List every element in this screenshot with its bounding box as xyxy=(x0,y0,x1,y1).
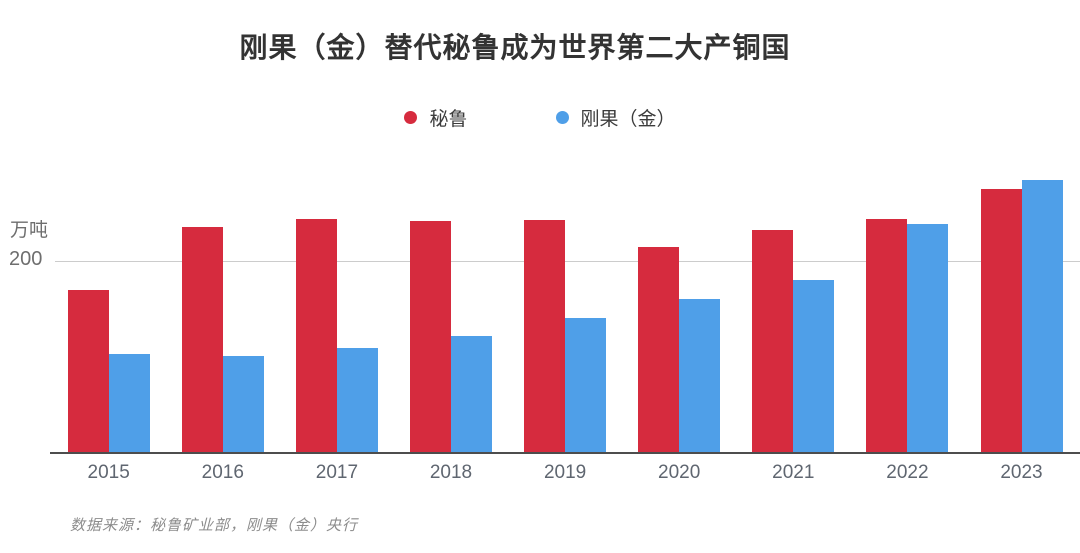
x-axis-label-2016: 2016 xyxy=(201,462,244,483)
x-axis-line xyxy=(50,452,1080,454)
x-axis-label-2023: 2023 xyxy=(1000,462,1043,483)
bar-peru-2020 xyxy=(638,246,680,453)
bar-congo-2018 xyxy=(451,335,492,453)
bar-congo-2019 xyxy=(565,317,607,453)
legend-item-peru: 秘鲁 xyxy=(404,104,468,131)
y-axis-unit-label: 万吨 xyxy=(10,220,49,241)
bar-peru-2015 xyxy=(67,289,109,453)
gridline-200 xyxy=(55,261,1080,262)
chart-title: 刚果（金）替代秘鲁成为世界第二大产铜国 xyxy=(239,32,791,63)
bar-peru-2022 xyxy=(866,218,908,453)
bar-congo-2021 xyxy=(793,280,835,453)
bar-congo-2015 xyxy=(108,354,150,453)
bar-peru-2019 xyxy=(524,219,566,453)
x-axis-label-2020: 2020 xyxy=(658,462,701,483)
bar-congo-2017 xyxy=(336,348,378,453)
legend-label-congo: 刚果（金） xyxy=(580,109,676,130)
bar-congo-2016 xyxy=(222,356,264,453)
legend-item-congo: 刚果（金） xyxy=(555,104,676,131)
legend-label-peru: 秘鲁 xyxy=(429,109,468,130)
bar-congo-2023 xyxy=(1021,180,1063,453)
x-axis-label-2015: 2015 xyxy=(87,462,130,483)
x-axis-label-2017: 2017 xyxy=(315,462,359,483)
bar-peru-2018 xyxy=(410,220,451,453)
x-axis-label-2022: 2022 xyxy=(886,462,929,483)
x-axis-label-2019: 2019 xyxy=(543,462,587,483)
bar-congo-2022 xyxy=(907,223,949,453)
bar-congo-2020 xyxy=(679,299,721,453)
legend: 秘鲁 刚果（金） xyxy=(0,104,1080,131)
bar-peru-2021 xyxy=(752,230,794,453)
bar-peru-2016 xyxy=(181,227,223,453)
data-source-note: 数据来源：秘鲁矿业部，刚果（金）央行 xyxy=(70,517,359,534)
congo-legend-dot-icon xyxy=(555,111,569,124)
x-axis-label-2021: 2021 xyxy=(772,462,815,483)
bar-peru-2023 xyxy=(980,189,1022,453)
x-axis-label-2018: 2018 xyxy=(429,462,473,483)
peru-legend-dot-icon xyxy=(404,111,418,124)
y-axis-tick-200: 200 xyxy=(9,248,43,270)
bar-peru-2017 xyxy=(295,218,337,453)
